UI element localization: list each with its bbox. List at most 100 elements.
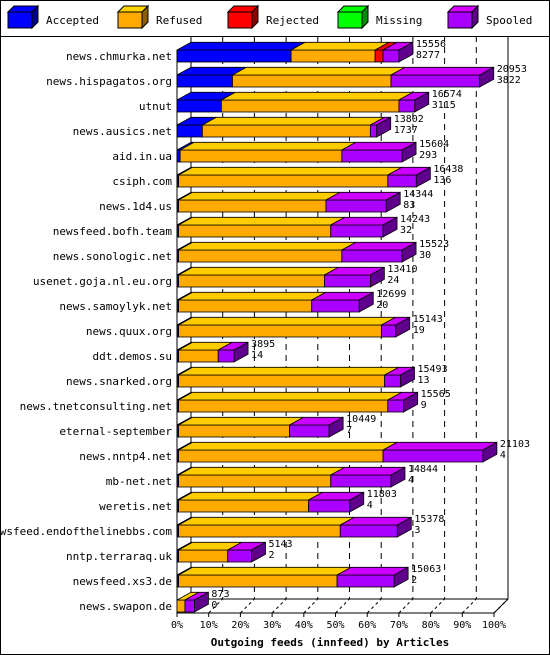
legend-separator	[1, 36, 549, 37]
bar-segment-spooled	[324, 274, 371, 288]
floor-gridline	[271, 598, 287, 614]
bar-total-label: 16574	[432, 89, 462, 100]
x-tick-label: 60%	[358, 620, 376, 631]
bar-segment-refused	[178, 399, 389, 413]
bar-segment-top	[178, 291, 326, 301]
bar-segment-refused	[178, 299, 313, 313]
bar-segment-spooled	[311, 299, 360, 313]
bar-group	[176, 441, 498, 463]
bar-segment-top	[178, 416, 304, 426]
bar-segment-spooled	[381, 324, 397, 338]
floor-gridline	[398, 598, 414, 614]
bar-segment-refused	[290, 49, 376, 63]
bar-segment-spooled	[387, 399, 405, 413]
bar-group	[176, 66, 495, 88]
bar-segment-accepted	[176, 74, 233, 88]
x-tick-label: 70%	[390, 620, 408, 631]
bar-segment-refused	[178, 324, 382, 338]
bar-total-label: 873	[211, 589, 229, 600]
bar-group	[176, 191, 401, 213]
bar-segment-refused	[178, 174, 389, 188]
legend-item-missing: Missing	[336, 4, 422, 30]
category-label: ddt.demos.su	[93, 350, 172, 363]
category-label: news.hispagatos.org	[46, 75, 172, 88]
bar-group	[176, 516, 412, 538]
bar-total-label: 15143	[413, 314, 443, 325]
bar-segment-refused	[178, 574, 338, 588]
bar-group	[176, 41, 414, 63]
bar-group	[176, 366, 415, 388]
legend: Accepted Refused Rejected Missing Spooled	[6, 4, 532, 30]
bar-accepted-label: 9	[421, 400, 427, 411]
bar-segment-side	[401, 241, 417, 263]
floor-gridline	[461, 598, 477, 614]
bar-group	[176, 416, 344, 438]
bar-accepted-label: 3115	[432, 100, 456, 111]
bar-segment-spooled	[387, 174, 417, 188]
bar-segment-side	[414, 91, 430, 113]
bar-segment-refused	[178, 224, 332, 238]
x-tick-label: 50%	[326, 620, 344, 631]
legend-item-accepted: Accepted	[6, 4, 99, 30]
bar-group	[176, 566, 409, 588]
bar-segment-side	[358, 291, 374, 313]
x-tick-label: 80%	[422, 620, 440, 631]
bar-segment-spooled	[289, 424, 330, 438]
bar-segment-top	[178, 166, 402, 176]
bar-total-label: 21103	[500, 439, 530, 450]
x-tick-label: 90%	[453, 620, 471, 631]
bar-segment-refused	[178, 549, 229, 563]
bar-segment-accepted	[176, 49, 292, 63]
bar-segment-top	[221, 91, 414, 101]
bar-segment-top	[202, 116, 385, 126]
category-label: aid.in.ua	[112, 150, 172, 163]
x-axis-label: Outgoing feeds (innfeed) by Articles	[211, 636, 449, 649]
bar-segment-side	[395, 316, 411, 338]
x-tick-label: 100%	[482, 620, 506, 631]
category-label: utnut	[139, 100, 172, 113]
bar-total-label: 14344	[403, 189, 433, 200]
bar-segment-side	[398, 41, 414, 63]
bar-segment-spooled	[341, 249, 403, 263]
bar-segment-spooled	[341, 149, 403, 163]
bar-segment-spooled	[382, 449, 484, 463]
bar-segment-top	[178, 441, 398, 451]
bar-segment-accepted	[176, 149, 181, 163]
bar-accepted-label: 2	[411, 575, 417, 586]
bar-segment-side	[328, 416, 344, 438]
bar-segment-side	[479, 66, 495, 88]
category-label: mb-net.net	[106, 475, 172, 488]
bar-total-label: 15523	[419, 239, 449, 250]
bar-segment-spooled	[325, 199, 387, 213]
category-label: eternal-september	[59, 425, 172, 438]
bar-segment-accepted	[176, 124, 203, 138]
bar-segment-top	[382, 441, 498, 451]
bar-group	[176, 116, 392, 138]
bar-segment-top	[176, 41, 306, 51]
bar-segment-top	[178, 491, 323, 501]
bar-total-label: 20953	[497, 64, 527, 75]
bar-total-label: 15378	[414, 514, 444, 525]
bar-accepted-label: 4	[408, 475, 414, 486]
bar-segment-spooled	[336, 574, 395, 588]
bar-group	[176, 391, 419, 413]
bar-segment-refused	[176, 599, 186, 613]
bar-segment-side	[393, 566, 409, 588]
bar-segment-refused	[178, 349, 219, 363]
bar-segment-side	[369, 266, 385, 288]
bar-group	[176, 91, 430, 113]
bar-total-label: 15565	[421, 389, 451, 400]
bar-segment-side	[385, 191, 401, 213]
legend-swatch	[337, 11, 363, 29]
bar-segment-spooled	[390, 74, 481, 88]
bar-total-label: 10449	[346, 414, 376, 425]
bar-segment-refused	[178, 199, 327, 213]
bar-segment-top	[290, 41, 390, 51]
category-label: usenet.goja.nl.eu.org	[33, 275, 172, 288]
bar-accepted-label: 136	[433, 175, 451, 186]
bar-total-label: 12699	[376, 289, 406, 300]
bar-accepted-label: 8277	[416, 50, 440, 61]
bar-accepted-label: 30	[419, 250, 431, 261]
category-label: newsfeed.xs3.de	[73, 575, 172, 588]
bar-group	[176, 591, 209, 613]
